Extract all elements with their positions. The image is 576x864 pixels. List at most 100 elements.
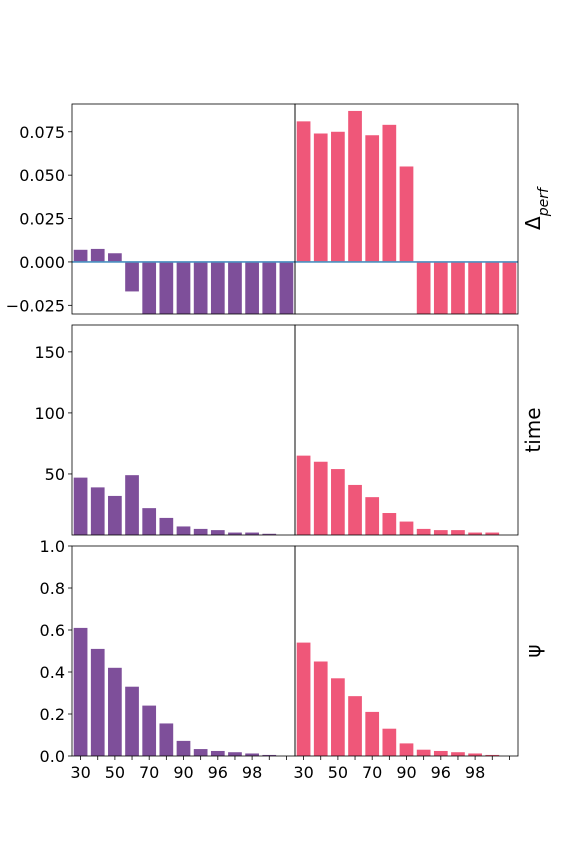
bar-delta-left-96 (210, 261, 225, 314)
bar-time-left-90 (176, 526, 191, 535)
bar-time-left-80 (159, 517, 174, 535)
bar-time-left-30 (73, 477, 88, 535)
bar-time-right-60 (348, 484, 362, 535)
bar-delta-left-50 (108, 253, 122, 262)
bar-delta-left-90 (176, 261, 191, 314)
xtick-label: 30 (293, 763, 313, 782)
bar-time-right-97 (451, 530, 465, 535)
bar-time-right-40 (313, 461, 328, 535)
bar-delta-left-99.9 (279, 261, 294, 314)
bar-psi-right-96 (433, 750, 448, 756)
bar-time-left-95 (193, 528, 208, 535)
ytick-label: 0.000 (19, 253, 65, 272)
bar-delta-left-40 (90, 248, 105, 262)
bar-psi-left-40 (90, 648, 105, 756)
ytick-label: 0.025 (19, 210, 65, 229)
bar-psi-right-99 (485, 754, 500, 756)
bar-delta-left-70 (142, 261, 157, 314)
bar-time-left-98 (245, 532, 259, 535)
bar-psi-right-95 (416, 749, 431, 756)
bar-time-right-80 (382, 513, 397, 535)
bar-psi-right-60 (348, 696, 362, 756)
ytick-label: 0.2 (40, 705, 65, 724)
bar-delta-left-60 (125, 261, 139, 292)
xtick-label: 98 (465, 763, 485, 782)
ytick-label: 0.050 (19, 166, 65, 185)
xtick-label: 50 (105, 763, 125, 782)
panel-frame-r1-c1 (294, 324, 519, 536)
bar-delta-left-97 (228, 261, 242, 314)
ytick-label: 100 (34, 404, 65, 423)
bar-time-right-90 (399, 521, 414, 535)
bar-delta-left-98 (245, 261, 259, 314)
ytick-label: 0.4 (40, 663, 65, 682)
bar-time-right-98 (468, 532, 482, 535)
bar-delta-right-99 (485, 261, 500, 314)
bar-delta-right-90 (399, 166, 414, 262)
bar-time-right-70 (365, 497, 380, 535)
bar-delta-right-98 (468, 261, 482, 314)
bar-delta-right-50 (331, 131, 345, 262)
bar-psi-right-40 (313, 661, 328, 756)
bar-psi-left-98 (245, 753, 259, 756)
xtick-label: 70 (362, 763, 382, 782)
xtick-label: 96 (431, 763, 451, 782)
ytick-label: 0.075 (19, 123, 65, 142)
bar-psi-left-60 (125, 686, 139, 756)
panel-frame-r1-c0 (71, 324, 296, 536)
bar-psi-right-90 (399, 743, 414, 756)
bar-psi-left-96 (210, 750, 225, 756)
bar-psi-left-99 (262, 754, 277, 756)
bar-psi-left-30 (73, 627, 88, 756)
bar-delta-right-80 (382, 124, 397, 262)
bar-delta-right-30 (296, 121, 311, 262)
ytick-label: 0.6 (40, 621, 65, 640)
ytick-label: 0.8 (40, 579, 65, 598)
bar-time-left-60 (125, 475, 139, 535)
ytick-label: 150 (34, 343, 65, 362)
bar-delta-left-99 (262, 261, 277, 314)
panel-frame-r2-c1 (294, 545, 519, 757)
bar-time-left-97 (228, 532, 242, 535)
bar-time-left-50 (108, 495, 122, 535)
bar-psi-left-95 (193, 749, 208, 756)
bar-psi-left-70 (142, 705, 157, 756)
panel-frame-r2-c0 (71, 545, 296, 757)
xtick-label: 90 (396, 763, 416, 782)
xtick-label: 90 (173, 763, 193, 782)
bar-time-left-40 (90, 487, 105, 535)
xtick-label: 98 (242, 763, 262, 782)
bar-time-right-96 (433, 530, 448, 535)
ytick-label: 50 (45, 465, 65, 484)
bar-delta-right-60 (348, 110, 362, 262)
row-label: time (521, 407, 545, 452)
bar-psi-right-70 (365, 711, 380, 756)
bar-time-left-70 (142, 508, 157, 535)
bar-psi-right-98 (468, 753, 482, 756)
xtick-label: 30 (70, 763, 90, 782)
bar-delta-right-97 (451, 261, 465, 314)
bar-delta-right-70 (365, 135, 380, 262)
bar-time-right-30 (296, 455, 311, 535)
row-label: Δperf (521, 186, 552, 230)
bar-psi-left-90 (176, 740, 191, 756)
bar-delta-right-40 (313, 133, 328, 262)
ytick-label: −0.025 (6, 296, 65, 315)
ytick-label: 0.0 (40, 747, 65, 766)
ytick-label: 1.0 (40, 537, 65, 556)
bar-time-right-95 (416, 528, 431, 535)
xtick-label: 50 (328, 763, 348, 782)
bar-psi-right-97 (451, 752, 465, 756)
bar-delta-right-96 (433, 261, 448, 314)
bar-psi-left-50 (108, 667, 122, 756)
bar-delta-left-30 (73, 249, 88, 262)
bar-psi-left-97 (228, 752, 242, 756)
bar-delta-left-95 (193, 261, 208, 314)
bar-psi-right-50 (331, 678, 345, 756)
bar-delta-left-80 (159, 261, 174, 314)
bar-time-right-50 (331, 469, 345, 535)
bar-time-right-99 (485, 532, 500, 535)
bar-delta-right-95 (416, 261, 431, 314)
bar-psi-right-80 (382, 728, 397, 756)
